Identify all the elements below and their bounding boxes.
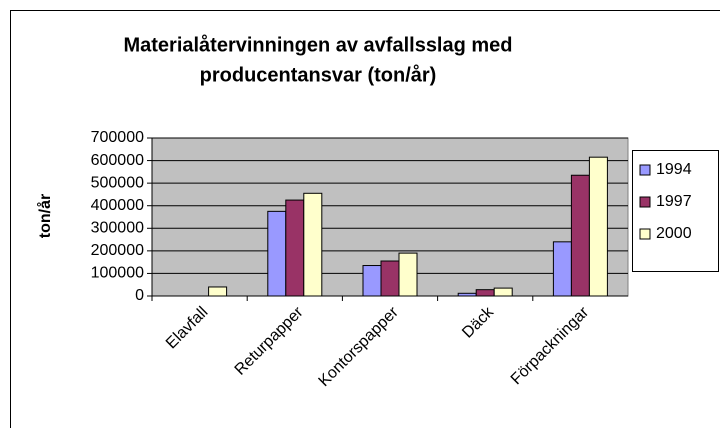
legend-label: 1994	[656, 161, 692, 178]
bar	[398, 252, 418, 297]
y-tick-label: 500000	[91, 174, 144, 191]
legend-label: 2000	[656, 225, 692, 242]
bar	[208, 286, 228, 297]
legend-swatch	[639, 228, 651, 240]
bar	[457, 292, 477, 297]
y-tick-label: 100000	[91, 265, 144, 282]
bar	[362, 265, 382, 297]
y-tick-label: 700000	[91, 129, 144, 146]
bar	[303, 192, 323, 297]
bar	[570, 174, 590, 297]
chart-title: Materialåtervinningen av avfallsslag med	[123, 33, 512, 56]
y-axis-label: ton/år	[36, 194, 54, 238]
bar	[380, 260, 400, 297]
y-tick-label: 200000	[91, 242, 144, 259]
bar	[285, 199, 305, 297]
bar	[493, 287, 513, 297]
y-tick-label: 0	[135, 287, 144, 304]
chart-title: producentansvar (ton/år)	[200, 63, 437, 86]
bar	[552, 241, 572, 297]
bar	[267, 210, 287, 297]
y-tick-label: 400000	[91, 197, 144, 214]
legend-label: 1997	[656, 193, 692, 210]
legend-swatch	[639, 164, 651, 176]
legend-swatch	[639, 196, 651, 208]
y-tick-label: 600000	[91, 152, 144, 169]
y-tick-label: 300000	[91, 220, 144, 237]
bar	[588, 156, 608, 297]
bar	[475, 289, 495, 297]
